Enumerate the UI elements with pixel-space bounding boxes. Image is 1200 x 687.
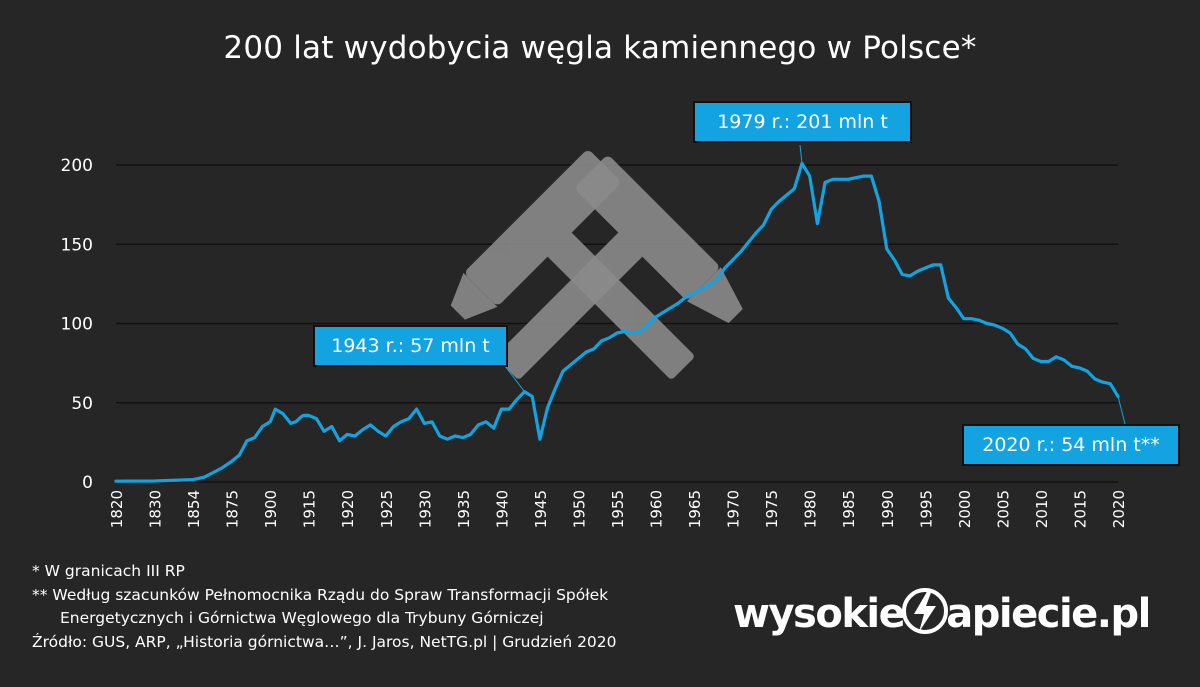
x-tick-label: 1955 xyxy=(609,490,627,528)
source-note: Źródło: GUS, ARP, „Historia górnictwa…”,… xyxy=(32,632,617,651)
x-tick-label: 1940 xyxy=(493,490,511,528)
x-tick-label: 1875 xyxy=(224,490,242,528)
connector-line xyxy=(1117,396,1126,425)
lightning-n-icon xyxy=(900,586,950,646)
logo-text-right: apiecie.pl xyxy=(946,591,1151,637)
x-tick-label: 1995 xyxy=(917,490,935,528)
line-chart: 0 50 100 150 200 1820 1830 1854 1875 1900 1915 192… xyxy=(61,144,1128,528)
x-axis: 1820 1830 1854 1875 1900 1915 1920 1925 1930 1935… xyxy=(108,490,1128,528)
x-tick-label: 1930 xyxy=(416,490,434,528)
y-tick-label: 50 xyxy=(71,394,93,414)
footnotes: * W granicach III RP ** Według szacunków… xyxy=(32,560,617,654)
y-tick-label: 150 xyxy=(61,235,93,255)
y-axis: 0 50 100 150 200 xyxy=(61,156,93,493)
x-tick-label: 2020 xyxy=(1110,490,1128,528)
x-tick-label: 1945 xyxy=(532,490,550,528)
x-tick-label: 2005 xyxy=(994,490,1012,528)
x-tick-label: 1990 xyxy=(879,490,897,528)
brand-logo: wysokie apiecie.pl xyxy=(733,586,1151,646)
connector-line xyxy=(504,365,525,392)
y-tick-label: 200 xyxy=(61,156,93,176)
x-tick-label: 1960 xyxy=(648,490,666,528)
x-tick-label: 1975 xyxy=(763,490,781,528)
x-tick-label: 2000 xyxy=(956,490,974,528)
footnote-2: ** Według szacunków Pełnomocnika Rządu d… xyxy=(32,585,609,604)
x-tick-label: 1854 xyxy=(185,490,203,528)
x-tick-label: 1830 xyxy=(147,490,165,528)
footnote-2-cont: Energetycznych i Górnictwa Węglowego dla… xyxy=(60,609,544,627)
x-tick-label: 1980 xyxy=(802,490,820,528)
hammer-and-pick-icon xyxy=(450,150,743,379)
connector-line xyxy=(799,144,803,164)
x-tick-label: 2015 xyxy=(1071,490,1089,528)
logo-text-left: wysokie xyxy=(733,591,906,637)
x-tick-label: 1920 xyxy=(339,490,357,528)
y-tick-label: 0 xyxy=(82,473,93,493)
callout-peak: 1979 r.: 201 mln t xyxy=(693,101,912,143)
footnote-1: * W granicach III RP xyxy=(32,562,185,580)
y-tick-label: 100 xyxy=(61,315,93,335)
callout-last: 2020 r.: 54 mln t** xyxy=(962,424,1180,466)
x-tick-label: 1915 xyxy=(301,490,319,528)
callout-connectors xyxy=(504,144,1126,425)
series-line xyxy=(114,161,1120,483)
x-tick-label: 1925 xyxy=(378,490,396,528)
x-tick-label: 1935 xyxy=(455,490,473,528)
x-tick-label: 1950 xyxy=(570,490,588,528)
x-tick-label: 1900 xyxy=(262,490,280,528)
chart-title: 200 lat wydobycia węgla kamiennego w Pol… xyxy=(223,30,977,66)
x-tick-label: 1970 xyxy=(725,490,743,528)
x-tick-label: 1985 xyxy=(840,490,858,528)
callout-war: 1943 r.: 57 mln t xyxy=(313,325,508,367)
x-tick-label: 2010 xyxy=(1033,490,1051,528)
x-tick-label: 1820 xyxy=(108,490,126,528)
x-tick-label: 1965 xyxy=(686,490,704,528)
